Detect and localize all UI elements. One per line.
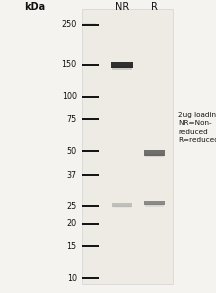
FancyBboxPatch shape xyxy=(83,118,96,120)
FancyBboxPatch shape xyxy=(144,201,165,205)
Text: R: R xyxy=(151,2,158,12)
FancyBboxPatch shape xyxy=(82,9,173,284)
Text: NR: NR xyxy=(115,2,129,12)
FancyBboxPatch shape xyxy=(83,23,96,25)
Text: 10: 10 xyxy=(67,274,77,283)
Text: 15: 15 xyxy=(67,242,77,251)
FancyBboxPatch shape xyxy=(113,206,131,208)
Text: 2ug loading
NR=Non-
reduced
R=reduced: 2ug loading NR=Non- reduced R=reduced xyxy=(178,112,216,143)
FancyBboxPatch shape xyxy=(145,204,164,207)
Text: 50: 50 xyxy=(67,147,77,156)
Text: 150: 150 xyxy=(62,60,77,69)
FancyBboxPatch shape xyxy=(112,203,132,207)
FancyBboxPatch shape xyxy=(83,174,96,176)
FancyBboxPatch shape xyxy=(83,205,96,207)
FancyBboxPatch shape xyxy=(83,150,96,152)
FancyBboxPatch shape xyxy=(83,64,96,66)
Text: kDa: kDa xyxy=(24,2,45,12)
Text: 25: 25 xyxy=(67,202,77,211)
Text: 100: 100 xyxy=(62,92,77,101)
FancyBboxPatch shape xyxy=(83,223,96,225)
Text: 37: 37 xyxy=(67,171,77,180)
FancyBboxPatch shape xyxy=(111,62,133,68)
FancyBboxPatch shape xyxy=(145,154,164,157)
Text: 75: 75 xyxy=(67,115,77,124)
FancyBboxPatch shape xyxy=(83,245,96,247)
FancyBboxPatch shape xyxy=(83,277,96,280)
Text: 20: 20 xyxy=(67,219,77,228)
FancyBboxPatch shape xyxy=(83,96,96,98)
FancyBboxPatch shape xyxy=(112,66,132,70)
Text: 250: 250 xyxy=(61,20,77,29)
FancyBboxPatch shape xyxy=(144,150,165,156)
